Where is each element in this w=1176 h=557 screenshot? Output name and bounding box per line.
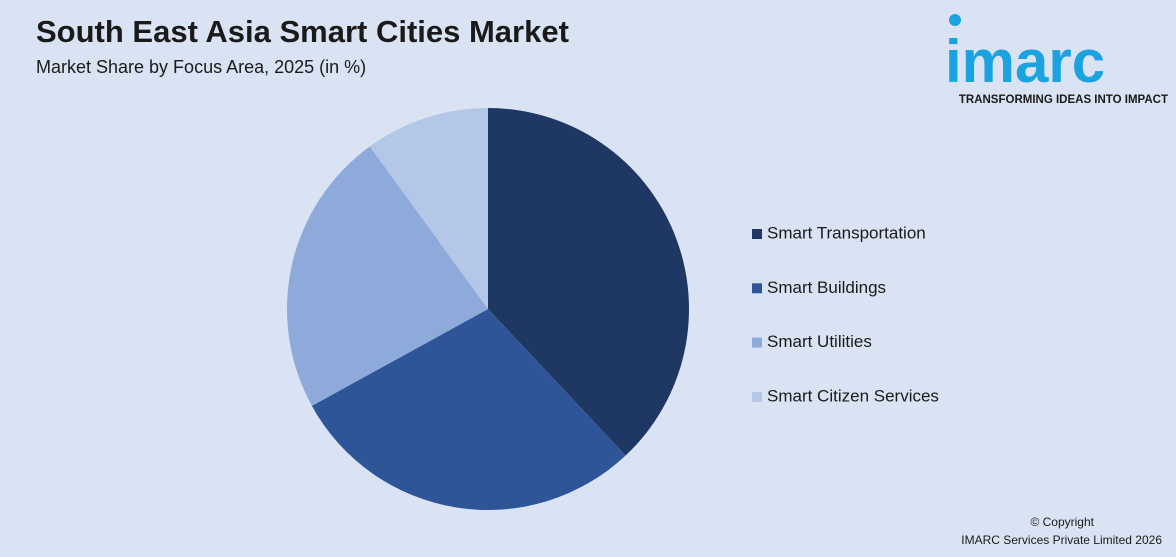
legend-swatch [752,337,762,348]
chart-title: South East Asia Smart Cities Market [36,14,569,49]
legend-label: Smart Buildings [767,278,886,297]
legend-swatch [752,229,762,239]
legend-label: Smart Citizen Services [767,386,939,405]
logo-tagline: TRANSFORMING IDEAS INTO IMPACT [959,94,1168,106]
legend-swatch [752,391,762,402]
logo-text: imarc [945,28,1105,95]
logo-dot [949,14,961,26]
legend-label: Smart Transportation [767,223,926,242]
pie-slice [488,108,689,456]
pie-slice [369,108,488,309]
chart-subtitle: Market Share by Focus Area, 2025 (in %) [36,57,366,77]
pie-slice [287,146,488,406]
company: IMARC Services Private Limited 2026 [961,533,1162,547]
legend-label: Smart Utilities [767,332,872,351]
legend-swatch [752,283,762,294]
copyright: © Copyright [1030,515,1094,529]
pie-slice [311,309,626,510]
